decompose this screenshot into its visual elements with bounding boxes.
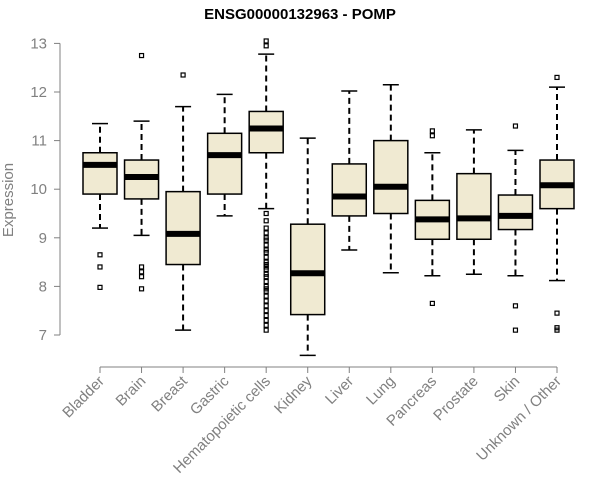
box-iqr xyxy=(497,194,534,231)
y-tick-label: 8 xyxy=(39,278,47,295)
x-tick-label: Lung xyxy=(363,373,399,409)
outlier-point xyxy=(263,322,269,328)
x-tick-label: Breast xyxy=(148,372,191,415)
x-tick-label: Brain xyxy=(113,373,150,410)
x-tick-label: Prostate xyxy=(430,373,482,425)
outlier-point xyxy=(263,278,269,285)
box-pancreas xyxy=(414,128,451,307)
box-iqr xyxy=(248,110,284,154)
outlier-point xyxy=(263,298,269,304)
box-hematopoietic-cells xyxy=(248,38,284,333)
outlier-point xyxy=(97,284,103,290)
box-skin xyxy=(497,123,534,333)
outlier-point xyxy=(429,300,435,307)
outlier-point xyxy=(263,266,269,272)
box-bladder xyxy=(82,122,118,290)
outlier-point xyxy=(180,72,186,78)
outlier-point xyxy=(429,128,435,134)
box-kidney xyxy=(289,137,326,357)
box-prostate xyxy=(456,129,492,275)
y-tick-label: 13 xyxy=(30,35,47,52)
outlier-point xyxy=(554,310,560,316)
box-iqr xyxy=(331,163,368,217)
y-tick-label: 12 xyxy=(30,84,47,101)
box-unknown-other xyxy=(539,74,575,333)
y-axis-label: Expression xyxy=(0,163,17,237)
outlier-point xyxy=(97,264,103,270)
x-tick-label: Bladder xyxy=(59,373,108,422)
outlier-point xyxy=(263,237,269,243)
outlier-point xyxy=(263,210,269,217)
x-tick-label: Kidney xyxy=(271,372,316,417)
outlier-point xyxy=(263,242,269,248)
outlier-point xyxy=(263,38,269,44)
outlier-point xyxy=(138,52,145,59)
box-lung xyxy=(373,83,409,274)
outlier-point xyxy=(138,264,145,270)
box-iqr xyxy=(373,139,409,215)
outlier-point xyxy=(263,288,269,294)
box-iqr xyxy=(206,132,243,195)
outlier-point xyxy=(263,230,269,236)
outlier-point xyxy=(263,327,269,333)
outlier-point xyxy=(97,252,103,258)
outlier-point xyxy=(554,327,560,333)
outlier-point xyxy=(263,249,269,255)
outlier-point xyxy=(263,312,269,319)
box-iqr xyxy=(289,223,326,316)
chart-title: ENSG00000132963 - POMP xyxy=(204,6,396,23)
outlier-point xyxy=(263,218,269,224)
outlier-point xyxy=(263,274,269,280)
outlier-point xyxy=(263,317,269,324)
outlier-point xyxy=(138,274,145,280)
y-tick-label: 10 xyxy=(30,181,47,198)
outlier-point xyxy=(263,293,269,299)
outlier-point xyxy=(138,286,145,292)
outlier-point xyxy=(263,308,269,314)
x-tick-label: Liver xyxy=(322,373,357,408)
outlier-point xyxy=(512,123,519,129)
outlier-point xyxy=(263,225,269,231)
outlier-point xyxy=(512,303,519,309)
box-brain xyxy=(123,52,160,292)
outlier-point xyxy=(554,74,560,81)
outlier-point xyxy=(263,303,269,309)
box-iqr xyxy=(82,152,118,195)
y-tick-label: 11 xyxy=(31,133,47,150)
box-iqr xyxy=(456,172,492,241)
x-tick-label: Skin xyxy=(491,373,524,406)
outlier-point xyxy=(263,254,269,260)
outlier-point xyxy=(512,327,519,333)
y-tick-label: 9 xyxy=(39,230,47,247)
outlier-point xyxy=(138,269,145,275)
y-tick-label: 7 xyxy=(39,327,47,344)
outlier-point xyxy=(263,43,269,49)
outlier-point xyxy=(429,133,435,139)
box-iqr xyxy=(165,190,201,266)
box-liver xyxy=(331,90,368,251)
box-gastric xyxy=(206,93,243,217)
box-breast xyxy=(165,72,201,331)
